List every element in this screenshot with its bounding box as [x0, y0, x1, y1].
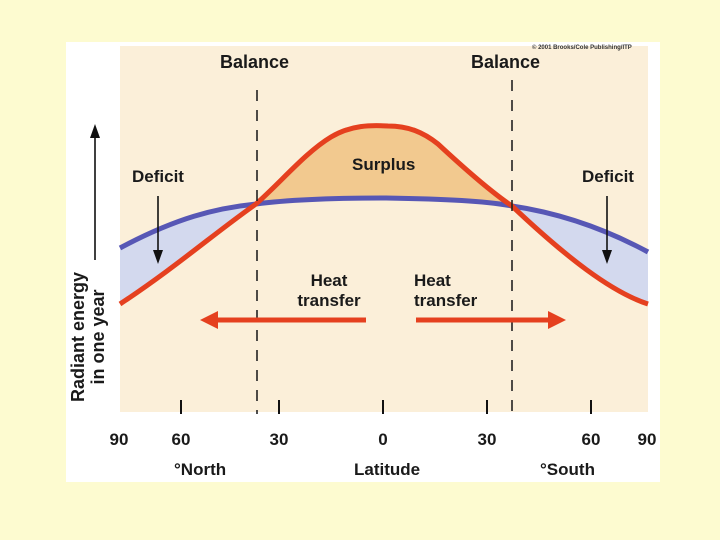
- copyright-text: © 2001 Brooks/Cole Publishing/ITP: [532, 45, 632, 51]
- x-tick-label-0: 0: [378, 430, 388, 449]
- heat-transfer-south-line2: transfer: [414, 291, 478, 310]
- x-tick-label-90s: 90: [637, 430, 657, 449]
- x-tick-label-90n: 90: [109, 430, 129, 449]
- y-axis-label: Radiant energy in one year: [68, 247, 112, 427]
- energy-balance-diagram: [90, 46, 650, 414]
- x-tick-label-60n: 60: [171, 430, 191, 449]
- deficit-label-south: Deficit: [582, 167, 634, 186]
- heat-transfer-arrow-north-head: [200, 311, 218, 329]
- balance-label-north: Balance: [220, 52, 290, 72]
- outgoing-radiation-curve: [118, 195, 650, 255]
- y-axis-label-line2: in one year: [88, 289, 108, 385]
- heat-transfer-arrow-south-head: [548, 311, 566, 329]
- surplus-label: Surplus: [352, 155, 416, 174]
- north-label: °North: [174, 460, 227, 479]
- deficit-label-north: Deficit: [132, 167, 184, 186]
- x-tick-label-30n: 30: [269, 430, 289, 449]
- y-axis-label-line1: Radiant energy: [68, 271, 88, 403]
- heat-transfer-label-north: Heat transfer: [288, 271, 370, 311]
- y-axis-arrowhead: [90, 124, 100, 138]
- heat-transfer-label-south: Heat transfer: [414, 271, 477, 311]
- heat-transfer-north-line2: transfer: [297, 291, 361, 310]
- deficit-arrow-north-head: [153, 250, 163, 264]
- x-tick-label-30s: 30: [477, 430, 497, 449]
- energy-balance-figure: © 2001 Brooks/Cole Publishing/ITP Balanc…: [66, 42, 660, 482]
- x-axis-label: Latitude: [354, 460, 421, 479]
- heat-transfer-north-line1: Heat: [310, 271, 348, 290]
- heat-transfer-south-line1: Heat: [414, 271, 451, 290]
- x-tick-label-60s: 60: [581, 430, 601, 449]
- balance-label-south: Balance: [471, 52, 541, 72]
- deficit-arrow-south-head: [602, 250, 612, 264]
- incoming-radiation-curve: [118, 123, 649, 307]
- south-label: °South: [540, 460, 595, 479]
- deficit-area-south: [512, 206, 648, 304]
